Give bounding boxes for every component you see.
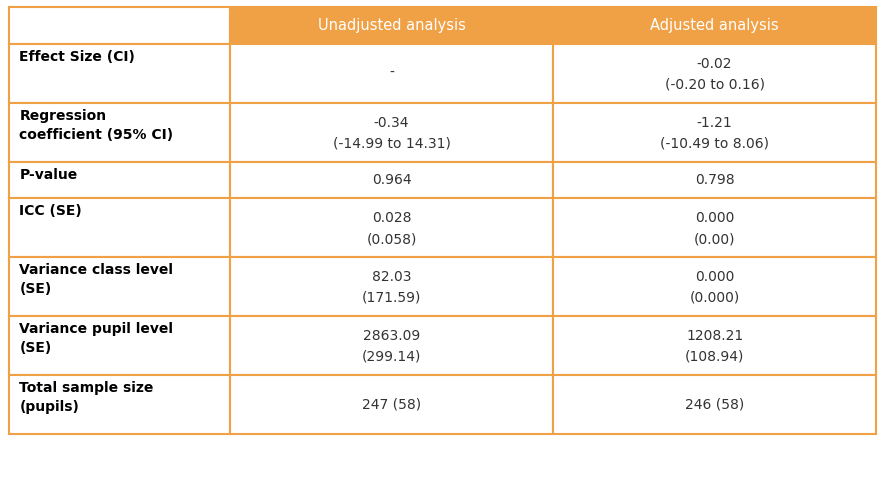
Text: -0.02: -0.02 — [696, 57, 733, 71]
Bar — [9, 316, 230, 374]
Text: Unadjusted analysis: Unadjusted analysis — [318, 18, 466, 33]
Text: -0.34: -0.34 — [373, 116, 409, 129]
Bar — [9, 374, 230, 434]
Text: (0.058): (0.058) — [366, 232, 417, 246]
Bar — [230, 7, 553, 44]
Bar — [9, 161, 230, 198]
Text: (108.94): (108.94) — [685, 350, 744, 364]
Text: Effect Size (CI): Effect Size (CI) — [19, 50, 135, 64]
Text: (299.14): (299.14) — [362, 350, 421, 364]
Bar — [230, 103, 553, 161]
Text: (0.00): (0.00) — [694, 232, 735, 246]
Text: -1.21: -1.21 — [696, 116, 733, 129]
Text: 2863.09: 2863.09 — [363, 329, 420, 343]
Text: P-value: P-value — [19, 167, 78, 182]
Text: (0.000): (0.000) — [689, 291, 740, 305]
Bar — [553, 103, 876, 161]
Bar — [553, 316, 876, 374]
Bar — [230, 198, 553, 257]
Bar — [230, 44, 553, 103]
Text: 0.000: 0.000 — [695, 211, 735, 225]
Bar — [230, 374, 553, 434]
Text: -: - — [389, 66, 394, 80]
Text: 247 (58): 247 (58) — [362, 397, 421, 411]
Text: 0.798: 0.798 — [695, 173, 735, 187]
Text: 0.000: 0.000 — [695, 270, 735, 284]
Bar — [230, 161, 553, 198]
Bar — [553, 374, 876, 434]
Bar — [9, 7, 230, 44]
Text: 82.03: 82.03 — [372, 270, 412, 284]
Bar — [9, 103, 230, 161]
Text: Adjusted analysis: Adjusted analysis — [650, 18, 779, 33]
Text: (-14.99 to 14.31): (-14.99 to 14.31) — [333, 137, 450, 151]
Text: 246 (58): 246 (58) — [685, 397, 744, 411]
Text: (171.59): (171.59) — [362, 291, 421, 305]
Text: Variance class level
(SE): Variance class level (SE) — [19, 263, 173, 296]
Text: Variance pupil level
(SE): Variance pupil level (SE) — [19, 322, 173, 355]
Text: Regression
coefficient (95% CI): Regression coefficient (95% CI) — [19, 109, 173, 142]
Text: Total sample size
(pupils): Total sample size (pupils) — [19, 380, 154, 414]
Bar — [553, 44, 876, 103]
Bar — [553, 7, 876, 44]
Bar — [9, 257, 230, 316]
Text: 0.028: 0.028 — [372, 211, 412, 225]
Bar — [9, 198, 230, 257]
Text: 1208.21: 1208.21 — [686, 329, 743, 343]
Bar — [230, 316, 553, 374]
Text: (-0.20 to 0.16): (-0.20 to 0.16) — [665, 78, 765, 92]
Bar — [553, 257, 876, 316]
Text: ICC (SE): ICC (SE) — [19, 204, 82, 218]
Bar — [9, 44, 230, 103]
Bar — [553, 198, 876, 257]
Bar — [553, 161, 876, 198]
Bar — [230, 257, 553, 316]
Text: 0.964: 0.964 — [372, 173, 412, 187]
Text: (-10.49 to 8.06): (-10.49 to 8.06) — [660, 137, 769, 151]
